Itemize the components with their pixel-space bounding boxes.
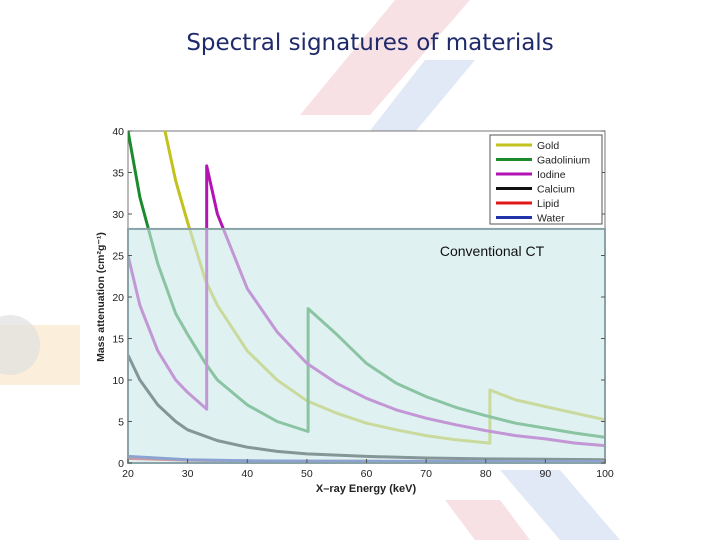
x-tick-label: 40 bbox=[241, 468, 253, 480]
y-tick-label: 5 bbox=[118, 417, 124, 429]
x-tick-label: 30 bbox=[182, 468, 194, 480]
y-tick-label: 20 bbox=[112, 292, 124, 304]
legend-label-iodine: Iodine bbox=[537, 169, 566, 181]
conventional-ct-overlay bbox=[127, 227, 606, 464]
x-tick-label: 20 bbox=[122, 468, 134, 480]
legend-label-lipid: Lipid bbox=[537, 198, 559, 210]
legend-label-calcium: Calcium bbox=[537, 184, 575, 196]
legend-label-gadolinium: Gadolinium bbox=[537, 155, 590, 167]
decor-bottom-red bbox=[445, 500, 530, 540]
overlay-label: Conventional CT bbox=[440, 243, 545, 259]
legend-label-gold: Gold bbox=[537, 140, 559, 152]
x-tick-label: 100 bbox=[596, 468, 614, 480]
y-tick-label: 40 bbox=[112, 126, 124, 138]
x-axis-label: X–ray Energy (keV) bbox=[316, 483, 417, 495]
y-tick-label: 10 bbox=[112, 375, 124, 387]
legend-label-water: Water bbox=[537, 213, 565, 225]
y-axis-label: Mass attenuation (cm²g⁻¹) bbox=[95, 232, 107, 362]
y-tick-label: 0 bbox=[118, 458, 124, 470]
legend: Gold Gadolinium Iodine Calcium Lipid Water bbox=[489, 134, 603, 225]
legend-box bbox=[489, 134, 603, 225]
decor-blue-stripe bbox=[355, 60, 475, 150]
decor-bottom-blue bbox=[500, 470, 620, 540]
x-tick-label: 80 bbox=[480, 468, 492, 480]
x-tick-label: 60 bbox=[361, 468, 373, 480]
x-tick-label: 50 bbox=[301, 468, 313, 480]
x-tick-label: 70 bbox=[420, 468, 432, 480]
x-tick-label: 90 bbox=[540, 468, 552, 480]
y-tick-label: 30 bbox=[112, 209, 124, 221]
y-tick-label: 25 bbox=[112, 251, 124, 263]
slide-title: Spectral signatures of materials bbox=[186, 30, 554, 56]
y-tick-label: 35 bbox=[112, 168, 124, 180]
decor-grey-circle bbox=[0, 315, 40, 375]
y-tick-label: 15 bbox=[112, 334, 124, 346]
decor-red-stripe bbox=[300, 0, 470, 115]
